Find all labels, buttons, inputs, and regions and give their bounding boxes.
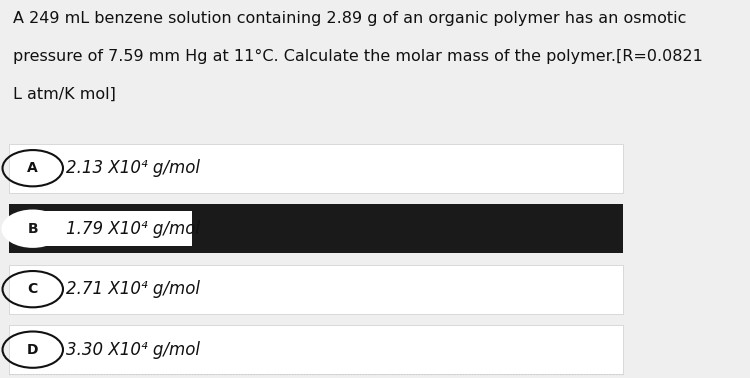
FancyBboxPatch shape (10, 204, 623, 253)
Text: 2.13 X10⁴ g/mol: 2.13 X10⁴ g/mol (66, 159, 200, 177)
Text: D: D (27, 342, 38, 357)
Text: 3.30 X10⁴ g/mol: 3.30 X10⁴ g/mol (66, 341, 200, 359)
Text: L atm/K mol]: L atm/K mol] (13, 87, 116, 102)
Text: 2.71 X10⁴ g/mol: 2.71 X10⁴ g/mol (66, 280, 200, 298)
Text: A: A (27, 161, 38, 175)
Circle shape (2, 211, 63, 247)
FancyBboxPatch shape (10, 325, 623, 374)
Text: C: C (28, 282, 38, 296)
Text: A 249 mL benzene solution containing 2.89 g of an organic polymer has an osmotic: A 249 mL benzene solution containing 2.8… (13, 11, 686, 26)
FancyBboxPatch shape (10, 144, 623, 193)
Text: 1.79 X10⁴ g/mol: 1.79 X10⁴ g/mol (66, 220, 200, 238)
Text: pressure of 7.59 mm Hg at 11°C. Calculate the molar mass of the polymer.[R=0.082: pressure of 7.59 mm Hg at 11°C. Calculat… (13, 49, 703, 64)
FancyBboxPatch shape (10, 265, 623, 314)
FancyBboxPatch shape (41, 211, 192, 246)
Text: B: B (28, 222, 38, 236)
